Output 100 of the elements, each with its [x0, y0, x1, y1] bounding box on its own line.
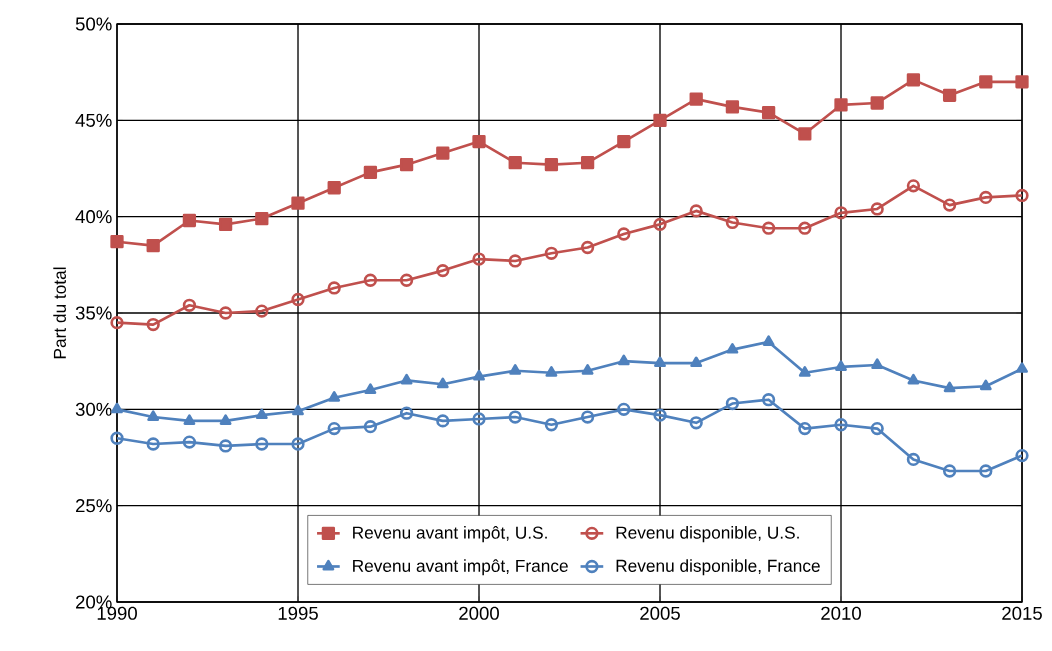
- point: [580, 410, 595, 424]
- point: [870, 421, 884, 436]
- point: [509, 364, 522, 375]
- point: [364, 383, 377, 395]
- point: [328, 391, 341, 402]
- point: [653, 408, 667, 422]
- legend-label: Revenu avant impôt, U.S.: [353, 526, 547, 543]
- point: [436, 146, 450, 160]
- legend-label: Revenu disponible, U.S.: [616, 526, 799, 543]
- x-tick-label: 2010: [821, 606, 861, 620]
- point: [942, 198, 957, 212]
- point: [761, 393, 776, 407]
- point: [581, 364, 594, 375]
- point: [798, 127, 812, 141]
- point: [255, 211, 269, 226]
- point: [906, 179, 921, 193]
- point: [545, 366, 558, 377]
- legend-label: Revenu avant impôt, France: [353, 559, 568, 576]
- point: [617, 402, 631, 416]
- y-axis-title: Part du total: [53, 267, 66, 359]
- point: [473, 369, 485, 381]
- point: [291, 196, 305, 210]
- point: [943, 381, 956, 393]
- legend-label: Revenu disponible, France: [616, 559, 820, 576]
- point: [110, 315, 124, 330]
- point: [399, 273, 414, 287]
- point: [761, 221, 776, 235]
- x-tick-label: 2000: [459, 606, 499, 620]
- point: [508, 254, 522, 268]
- point: [255, 437, 269, 451]
- point: [399, 406, 414, 420]
- point: [942, 88, 957, 102]
- point: [871, 358, 884, 370]
- point: [327, 421, 341, 436]
- point: [399, 158, 414, 172]
- point: [218, 217, 233, 232]
- point: [617, 227, 631, 241]
- point: [979, 464, 993, 478]
- point: [1016, 362, 1028, 373]
- point: [690, 356, 703, 368]
- point: [146, 238, 160, 253]
- point: [182, 298, 197, 312]
- point: [508, 156, 522, 170]
- point: [617, 354, 630, 366]
- point: [472, 252, 486, 266]
- point: [942, 464, 957, 478]
- point: [580, 156, 595, 170]
- point: [725, 100, 740, 114]
- point: [979, 190, 993, 205]
- point: [1015, 448, 1029, 463]
- point: [147, 410, 160, 422]
- point: [653, 217, 667, 232]
- point: [654, 356, 666, 368]
- point: [725, 215, 740, 230]
- point: [291, 292, 305, 307]
- point: [146, 317, 160, 332]
- point: [292, 404, 304, 416]
- point: [906, 73, 921, 87]
- point: [798, 366, 811, 377]
- point: [110, 235, 124, 249]
- point: [146, 437, 160, 451]
- point: [472, 134, 486, 149]
- x-tick-label: 2005: [640, 606, 680, 620]
- x-tick-label: 1995: [278, 606, 318, 620]
- point: [798, 221, 812, 235]
- point: [363, 420, 378, 434]
- point: [544, 158, 559, 172]
- point: [834, 98, 848, 112]
- y-tick-label: 30%: [75, 402, 112, 416]
- point: [110, 431, 124, 445]
- point: [255, 304, 269, 318]
- point: [870, 202, 884, 216]
- y-tick-label: 35%: [75, 306, 112, 320]
- point: [761, 105, 776, 120]
- point: [436, 263, 450, 278]
- point: [327, 181, 341, 195]
- point: [870, 96, 884, 110]
- point: [363, 165, 378, 179]
- y-tick-label: 45%: [75, 113, 112, 127]
- point: [689, 416, 703, 430]
- point: [544, 418, 559, 432]
- point: [834, 418, 848, 432]
- x-tick-label: 2015: [1002, 606, 1042, 620]
- point: [218, 439, 233, 453]
- point: [327, 281, 341, 295]
- point: [363, 273, 378, 287]
- point: [835, 360, 847, 371]
- point: [689, 92, 703, 106]
- point: [472, 412, 486, 426]
- y-tick-label: 25%: [76, 499, 112, 513]
- point: [218, 306, 233, 320]
- point: [617, 134, 631, 149]
- point: [183, 414, 196, 425]
- point: [182, 213, 197, 228]
- point: [906, 452, 921, 467]
- point: [219, 414, 232, 425]
- point: [255, 408, 268, 420]
- point: [291, 437, 305, 451]
- point: [544, 246, 559, 260]
- point: [834, 206, 848, 220]
